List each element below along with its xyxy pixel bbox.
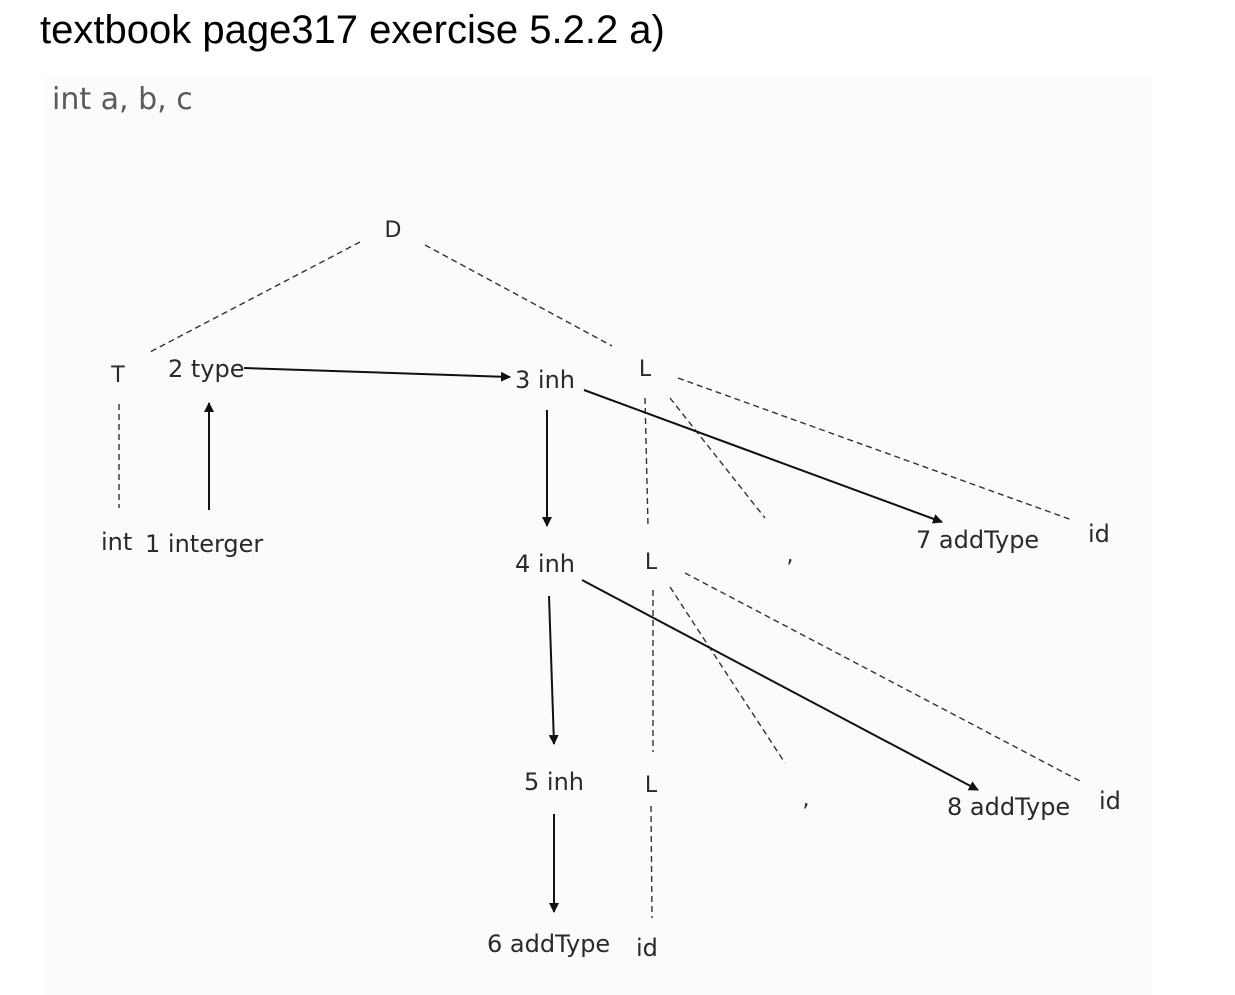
- node-2-type: 2 type: [168, 355, 245, 383]
- node-t: T: [110, 363, 125, 388]
- node-labels: D T 2 type 3 inh L int 1 interger 4 inh …: [101, 218, 1121, 962]
- node-comma-1: ,: [787, 543, 794, 568]
- diagram-panel: [44, 76, 1152, 995]
- node-8-addtype: 8 addType: [947, 793, 1070, 821]
- arrow-inh3-to-addtype7: [583, 389, 943, 524]
- edge-l2-id: [684, 572, 1081, 782]
- edge-l3-id: [650, 805, 653, 919]
- node-d: D: [385, 218, 402, 243]
- edge-l1-comma: [669, 397, 766, 519]
- node-7-addtype: 7 addType: [916, 526, 1039, 554]
- node-id-1: id: [1088, 520, 1110, 548]
- edge-d-t: [149, 241, 361, 353]
- node-l3: L: [645, 773, 658, 798]
- parse-tree-edges: [118, 241, 1081, 919]
- node-id-3: id: [636, 934, 658, 962]
- node-id-2: id: [1099, 787, 1121, 815]
- edge-l1-l2: [644, 397, 649, 527]
- arrow-inh4-to-addtype8: [581, 579, 979, 791]
- edge-l1-id: [677, 377, 1073, 521]
- dependency-arrows: [204, 367, 979, 913]
- node-3-inh: 3 inh: [515, 366, 575, 394]
- page-title: textbook page317 exercise 5.2.2 a): [40, 8, 665, 52]
- node-int: int: [101, 528, 132, 556]
- node-4-inh: 4 inh: [515, 550, 575, 578]
- arrow-type-to-inh3: [243, 367, 511, 382]
- node-6-addtype: 6 addType: [487, 930, 610, 958]
- edge-l2-comma: [669, 586, 786, 764]
- edge-d-l: [424, 244, 613, 347]
- node-l1: L: [639, 357, 652, 382]
- node-5-inh: 5 inh: [524, 768, 584, 796]
- node-l2: L: [645, 550, 658, 575]
- diagram-caption: int a, b, c: [52, 82, 193, 117]
- node-comma-2: ,: [803, 787, 810, 812]
- node-1-interger: 1 interger: [145, 530, 263, 558]
- arrow-inh4-to-inh5: [548, 595, 559, 745]
